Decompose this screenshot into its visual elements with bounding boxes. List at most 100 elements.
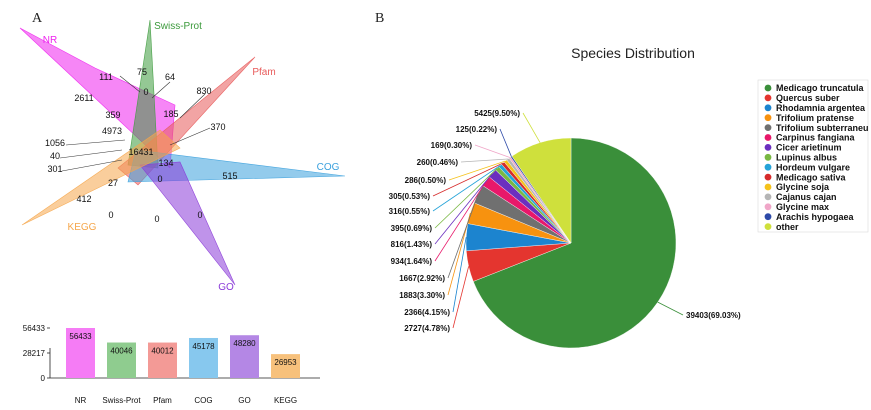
venn-region-value: 0 [157,174,162,184]
venn-set-go [139,161,236,286]
legend-entry: Carpinus fangiana [776,133,856,143]
pie-leader-line [432,162,504,197]
bar-value-label: 48280 [233,339,256,348]
bar-category-label: NR [75,396,87,405]
pie-leader-line [499,128,512,157]
legend-entry: Hordeum vulgare [776,162,850,172]
legend-marker [764,173,772,181]
pie-leader-line [447,193,479,279]
bar-y-tick-label: 0 [41,374,46,383]
pie-slice-label: 395(0.69%) [391,224,433,233]
pie-slice-label: 2727(4.78%) [404,324,450,333]
pie-slice-label: 169(0.30%) [431,141,473,150]
pie-chart: 39403(69.03%) 2727(4.78%) 2366(4.15%) 1883(… [389,109,741,349]
legend-entry: other [776,222,799,232]
pie-slice-label: 305(0.53%) [389,192,431,201]
bar-value-label: 40012 [151,347,174,356]
legend-entry: Medicago sativa [776,172,847,182]
bar-value-label: 45178 [192,342,215,351]
venn-leader-line [119,75,141,93]
pie-slice-label: 39403(69.03%) [686,311,741,320]
venn-diagram: NR Swiss-Prot Pfam COG GO KEGG 75 64 111 0 2611 35… [19,19,346,293]
venn-set-label: KEGG [68,222,97,233]
venn-region-value: 2611 [74,93,93,103]
venn-leader-line [169,127,211,146]
pie-leader-line [474,144,511,158]
venn-region-value: 0 [197,210,202,220]
pie-leader-line [452,266,470,329]
bar-category-label: KEGG [274,396,297,405]
venn-region-value: 64 [165,72,175,82]
panel-a-label: A [32,11,43,26]
legend-marker [764,153,772,161]
venn-leader-line [151,81,171,99]
legend-entry: Quercus suber [776,93,840,103]
bar-category-label: GO [238,396,250,405]
bar [66,328,95,378]
venn-shapes [19,19,346,286]
pie-slice-label: 2366(4.15%) [404,308,450,317]
venn-region-value: 0 [108,210,113,220]
legend-entry: Cajanus cajan [776,192,837,202]
bar-y-tick-label: 28217 [23,349,46,358]
legend-marker [764,94,772,102]
pie-slice-label: 125(0.22%) [456,125,498,134]
pie-slice-label: 260(0.46%) [417,158,459,167]
pie-leader-line [448,160,506,181]
pie-leader-line [452,237,467,313]
venn-leader-lines [59,75,211,172]
venn-set-label: Pfam [252,67,275,78]
legend-marker [764,124,772,131]
venn-region-value: 370 [210,122,225,132]
venn-region-value: 27 [108,178,118,188]
pie-slice-label: 5425(9.50%) [474,109,520,118]
bar-category-label: Swiss-Prot [102,396,141,405]
pie-slice-label: 316(0.55%) [389,207,431,216]
legend-marker [764,163,772,171]
legend-entry: Glycine max [776,202,829,212]
venn-region-value: 515 [222,171,237,181]
legend-marker [764,134,772,141]
venn-region-value: 412 [76,194,91,204]
bar-category-label: Pfam [153,396,172,405]
pie-slice-label: 1883(3.30%) [399,291,445,300]
pie-leader-line [460,158,508,163]
bar [271,354,300,378]
bar-value-label: 26953 [274,358,297,367]
venn-region-value: 185 [163,109,178,119]
pie-leader-line [522,112,541,143]
pie-leader-line [657,301,684,316]
venn-region-value: 1056 [45,138,65,148]
bar-marks: 56433 NR 40046 Swiss-Prot 40012 Pfam 45178 COG 4… [66,328,300,405]
venn-set-label: COG [317,162,340,173]
venn-set-label: GO [218,282,234,293]
legend-entry: Trifolium pratense [776,113,854,123]
legend-entry: Lupinus albus [776,153,837,163]
legend-entry: Medicago truncatula [776,83,865,93]
legend-marker [764,183,772,191]
legend-entry: Cicer arietinum [776,143,842,153]
legend-marker [764,193,772,201]
legend-entry: Glycine soja [776,182,830,192]
bar-value-label: 56433 [69,332,92,341]
venn-leader-line [59,149,123,159]
bar-category-label: COG [194,396,212,405]
bar [230,335,259,378]
pie-slice-label: 286(0.50%) [405,176,447,185]
bar-y-ticks: 0 28217 56433 [23,324,50,383]
pie-slice-label: 934(1.64%) [391,257,433,266]
pie-leader-line [432,165,501,212]
legend-marker [764,223,772,231]
pie-leader-line [434,173,493,245]
pie-slice-label: 816(1.43%) [391,240,433,249]
panel-b-label: B [375,11,384,26]
venn-region-value: 4973 [102,126,122,136]
venn-region-value: 0 [143,87,148,97]
venn-set-label: Swiss-Prot [154,21,202,32]
venn-region-value: 301 [47,164,62,174]
venn-region-value: 75 [137,67,147,77]
bar [107,342,136,378]
legend-marker [764,104,772,112]
